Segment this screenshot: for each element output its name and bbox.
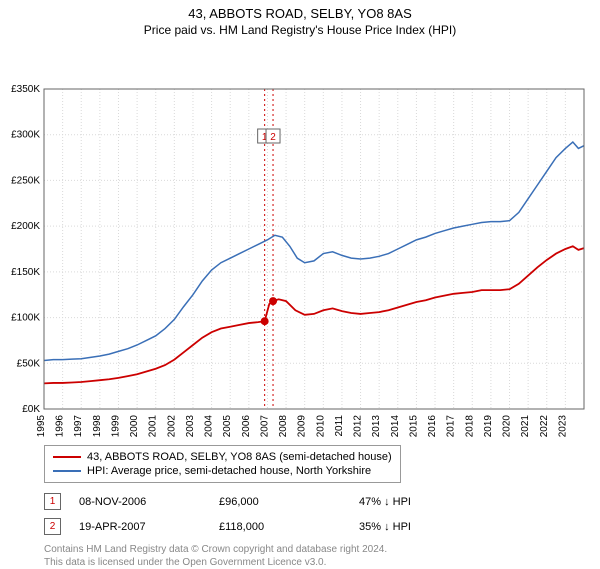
sale-marker: 2 — [44, 518, 61, 535]
svg-text:2018: 2018 — [464, 415, 475, 438]
svg-text:2007: 2007 — [259, 415, 270, 438]
svg-text:2002: 2002 — [166, 415, 177, 438]
svg-text:2013: 2013 — [371, 415, 382, 438]
sale-row: 2 19-APR-2007 £118,000 35% ↓ HPI — [44, 518, 600, 535]
svg-text:2001: 2001 — [148, 415, 159, 438]
svg-text:1996: 1996 — [55, 415, 66, 438]
sale-delta: 35% ↓ HPI — [359, 521, 499, 533]
sale-delta: 47% ↓ HPI — [359, 496, 499, 508]
svg-text:2016: 2016 — [427, 415, 438, 438]
sales-list: 1 08-NOV-2006 £96,000 47% ↓ HPI 2 19-APR… — [44, 493, 600, 535]
legend-item: HPI: Average price, semi-detached house,… — [53, 464, 392, 478]
svg-text:£250K: £250K — [11, 175, 40, 186]
sale-date: 08-NOV-2006 — [79, 496, 219, 508]
svg-text:2: 2 — [270, 132, 276, 143]
svg-text:2012: 2012 — [353, 415, 364, 438]
svg-text:2019: 2019 — [483, 415, 494, 438]
legend-label: 43, ABBOTS ROAD, SELBY, YO8 8AS (semi-de… — [87, 451, 392, 463]
svg-text:2020: 2020 — [502, 415, 513, 438]
footer-line: Contains HM Land Registry data © Crown c… — [44, 543, 600, 556]
svg-text:1999: 1999 — [110, 415, 121, 438]
svg-text:1997: 1997 — [73, 415, 84, 438]
svg-text:£150K: £150K — [11, 267, 40, 278]
footer: Contains HM Land Registry data © Crown c… — [44, 543, 600, 569]
legend-label: HPI: Average price, semi-detached house,… — [87, 465, 371, 477]
svg-text:2011: 2011 — [334, 415, 345, 437]
svg-text:2009: 2009 — [297, 415, 308, 438]
svg-text:£200K: £200K — [11, 221, 40, 232]
legend-swatch — [53, 456, 81, 458]
svg-text:2000: 2000 — [129, 415, 140, 438]
svg-text:£350K: £350K — [11, 84, 40, 95]
sale-price: £96,000 — [219, 496, 359, 508]
svg-text:1998: 1998 — [92, 415, 103, 438]
sale-marker: 1 — [44, 493, 61, 510]
sale-price: £118,000 — [219, 521, 359, 533]
svg-text:2015: 2015 — [408, 415, 419, 438]
svg-text:2005: 2005 — [222, 415, 233, 438]
legend: 43, ABBOTS ROAD, SELBY, YO8 8AS (semi-de… — [44, 445, 401, 483]
svg-text:2004: 2004 — [204, 415, 215, 438]
svg-text:2017: 2017 — [446, 415, 457, 438]
svg-text:2023: 2023 — [557, 415, 568, 438]
chart-subtitle: Price paid vs. HM Land Registry's House … — [0, 21, 600, 37]
svg-text:£100K: £100K — [11, 313, 40, 324]
price-chart: £0K £50K £100K £150K £200K £250K £300K £350K 199… — [0, 37, 600, 439]
legend-swatch — [53, 470, 81, 472]
chart-title: 43, ABBOTS ROAD, SELBY, YO8 8AS — [0, 0, 600, 21]
svg-text:2022: 2022 — [539, 415, 550, 438]
svg-text:£0K: £0K — [22, 404, 40, 415]
svg-text:£300K: £300K — [11, 130, 40, 141]
svg-text:2008: 2008 — [278, 415, 289, 438]
sale-row: 1 08-NOV-2006 £96,000 47% ↓ HPI — [44, 493, 600, 510]
sale-date: 19-APR-2007 — [79, 521, 219, 533]
svg-text:1995: 1995 — [36, 415, 47, 438]
footer-line: This data is licensed under the Open Gov… — [44, 556, 600, 569]
svg-text:2006: 2006 — [241, 415, 252, 438]
svg-text:2010: 2010 — [315, 415, 326, 438]
svg-text:2014: 2014 — [390, 415, 401, 438]
svg-text:2003: 2003 — [185, 415, 196, 438]
svg-text:2021: 2021 — [520, 415, 531, 438]
legend-item: 43, ABBOTS ROAD, SELBY, YO8 8AS (semi-de… — [53, 450, 392, 464]
svg-text:£50K: £50K — [17, 358, 41, 369]
